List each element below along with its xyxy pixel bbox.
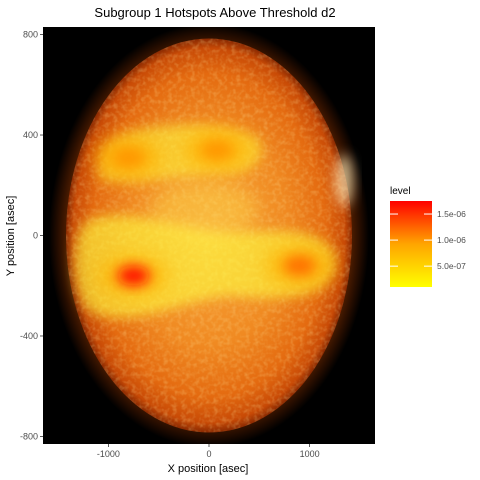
y-axis: -800 -400 0 400 800 — [20, 30, 43, 442]
legend-label: 1.5e-06 — [437, 209, 466, 219]
legend: level 5.0e-07 1.0e-06 1.5e-06 — [390, 186, 466, 287]
legend-title: level — [390, 186, 411, 197]
hotspot-peak-3 — [113, 148, 145, 168]
y-tick-label: 400 — [23, 130, 38, 140]
chart-title: Subgroup 1 Hotspots Above Threshold d2 — [94, 5, 335, 20]
legend-label: 1.0e-06 — [437, 235, 466, 245]
legend-label: 5.0e-07 — [437, 261, 466, 271]
x-tick-label: -1000 — [97, 449, 120, 459]
y-tick-label: -800 — [20, 431, 38, 441]
y-tick-label: 0 — [33, 231, 38, 241]
hotspot-peak-2 — [284, 256, 316, 276]
x-tick-label: 0 — [206, 449, 211, 459]
y-tick-label: 800 — [23, 30, 38, 40]
bright-limb-region — [335, 155, 353, 207]
y-tick-label: -400 — [20, 331, 38, 341]
x-axis-title: X position [asec] — [168, 463, 249, 475]
x-axis: -1000 0 1000 — [97, 444, 320, 459]
hotspot-bridge — [149, 180, 259, 240]
x-tick-label: 1000 — [300, 449, 320, 459]
hotspot-peak-1 — [118, 266, 150, 286]
y-axis-title: Y position [asec] — [5, 196, 17, 277]
hotspot-peak-4 — [201, 140, 233, 160]
plot-panel — [43, 24, 375, 448]
